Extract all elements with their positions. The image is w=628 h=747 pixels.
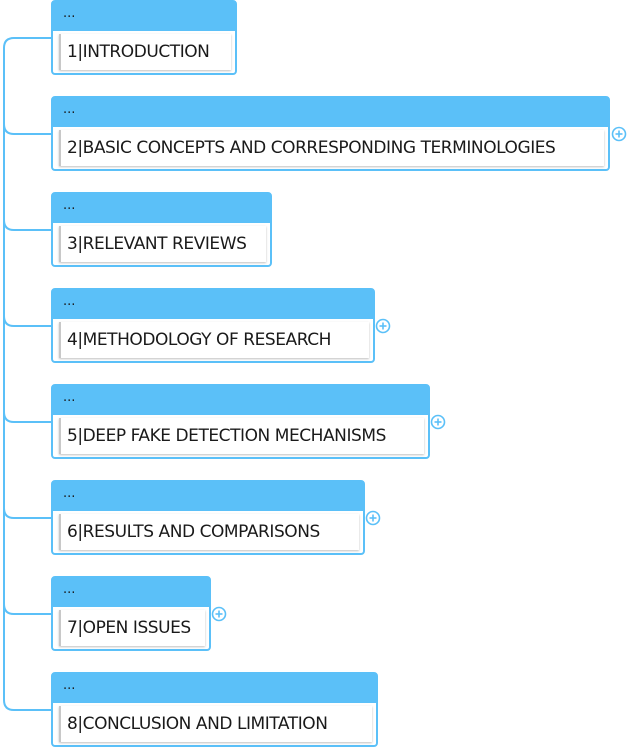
- connector-spine: [3, 37, 53, 711]
- topic-body: 8|CONCLUSION AND LIMITATION: [59, 706, 372, 742]
- topic-node-methodology[interactable]: ... 4|METHODOLOGY OF RESEARCH: [51, 288, 391, 363]
- topic-body: 4|METHODOLOGY OF RESEARCH: [59, 322, 369, 358]
- topic-title: 7|OPEN ISSUES: [67, 618, 191, 638]
- topic-body: 7|OPEN ISSUES: [59, 610, 205, 646]
- topic-title: 6|RESULTS AND COMPARISONS: [67, 522, 320, 542]
- topic-node-basic-concepts[interactable]: ... 2|BASIC CONCEPTS AND CORRESPONDING T…: [51, 96, 627, 171]
- topic-title: 3|RELEVANT REVIEWS: [67, 234, 247, 254]
- connector-branch: [3, 507, 53, 519]
- connector-branch: [3, 219, 53, 231]
- topic-node-results[interactable]: ... 6|RESULTS AND COMPARISONS: [51, 480, 381, 555]
- topic-header: ...: [53, 674, 376, 703]
- topic-node-deep-fake-detection[interactable]: ... 5|DEEP FAKE DETECTION MECHANISMS: [51, 384, 446, 459]
- expand-plus-icon[interactable]: [375, 318, 391, 334]
- topic-header: ...: [53, 98, 608, 127]
- topic-header: ...: [53, 386, 428, 415]
- topic-header: ...: [53, 2, 235, 31]
- topic-node-relevant-reviews[interactable]: ... 3|RELEVANT REVIEWS: [51, 192, 272, 267]
- topic-title: 8|CONCLUSION AND LIMITATION: [67, 714, 328, 734]
- expand-plus-icon[interactable]: [611, 126, 627, 142]
- topic-node-conclusion[interactable]: ... 8|CONCLUSION AND LIMITATION: [51, 672, 378, 747]
- topic-title: 4|METHODOLOGY OF RESEARCH: [67, 330, 331, 350]
- expand-plus-icon[interactable]: [430, 414, 446, 430]
- topic-header: ...: [53, 290, 373, 319]
- topic-header: ...: [53, 482, 363, 511]
- topic-body: 3|RELEVANT REVIEWS: [59, 226, 266, 262]
- topic-node-open-issues[interactable]: ... 7|OPEN ISSUES: [51, 576, 227, 651]
- topic-body: 6|RESULTS AND COMPARISONS: [59, 514, 359, 550]
- topic-node-introduction[interactable]: ... 1|INTRODUCTION: [51, 0, 237, 75]
- topic-title: 1|INTRODUCTION: [67, 42, 210, 62]
- connector-branch: [3, 315, 53, 327]
- expand-plus-icon[interactable]: [365, 510, 381, 526]
- topic-body: 1|INTRODUCTION: [59, 34, 231, 70]
- connector-branch: [3, 123, 53, 135]
- topic-header: ...: [53, 194, 270, 223]
- topic-body: 2|BASIC CONCEPTS AND CORRESPONDING TERMI…: [59, 130, 604, 166]
- topic-body: 5|DEEP FAKE DETECTION MECHANISMS: [59, 418, 424, 454]
- topic-title: 2|BASIC CONCEPTS AND CORRESPONDING TERMI…: [67, 138, 556, 158]
- expand-plus-icon[interactable]: [211, 606, 227, 622]
- connector-branch: [3, 411, 53, 423]
- connector-branch: [3, 603, 53, 615]
- topic-header: ...: [53, 578, 209, 607]
- topic-title: 5|DEEP FAKE DETECTION MECHANISMS: [67, 426, 386, 446]
